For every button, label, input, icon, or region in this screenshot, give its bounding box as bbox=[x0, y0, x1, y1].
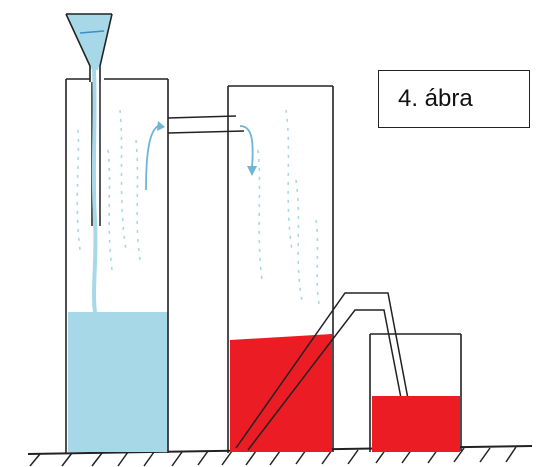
ground-hatching bbox=[29, 446, 517, 467]
figure-caption: 4. ábra bbox=[378, 70, 530, 128]
siphon-tube bbox=[235, 292, 413, 451]
caption-text: 4. ábra bbox=[398, 85, 473, 112]
air-dots bbox=[76, 109, 321, 311]
connector-tube bbox=[167, 115, 245, 134]
left-cylinder bbox=[65, 78, 169, 453]
beaker bbox=[369, 333, 462, 452]
middle-cylinder bbox=[227, 85, 334, 453]
funnel-icon bbox=[65, 13, 113, 313]
curved-arrow-icon bbox=[145, 121, 257, 191]
